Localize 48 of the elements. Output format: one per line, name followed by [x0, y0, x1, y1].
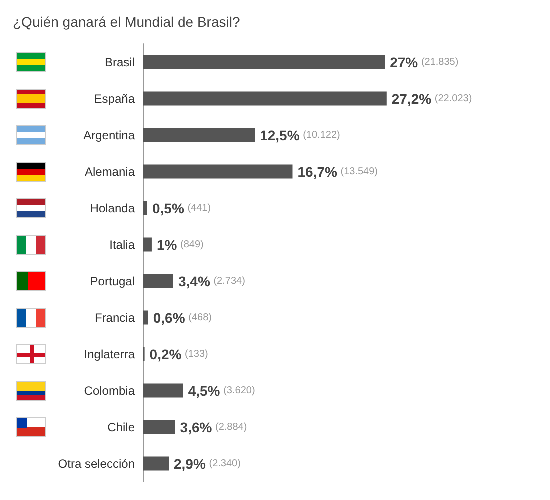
data-label: 1%: [156, 236, 178, 253]
data-label: 3,6%: [180, 419, 213, 436]
annotation: (2.340): [209, 458, 241, 470]
data-label: 0,5%: [152, 200, 185, 216]
data-label: 3,4%: [178, 273, 211, 290]
data-label: 0,6%: [153, 310, 186, 326]
chart-title: ¿Quién ganará el Mundial de Brasil?: [13, 14, 240, 30]
y-tick-label: Argentina: [84, 128, 136, 142]
y-tick-label: Colombia: [84, 384, 136, 398]
bar: [143, 55, 386, 70]
bar: [143, 128, 256, 142]
annotation: (441): [188, 202, 212, 214]
annotation: (10.122): [303, 130, 340, 141]
bar: [143, 201, 148, 216]
annotation: (468): [188, 312, 212, 324]
data-label: 16,7%: [298, 164, 338, 180]
data-label: 27%: [390, 54, 419, 70]
data-label: 4,5%: [188, 382, 221, 399]
bar: [143, 456, 170, 471]
bar: [143, 420, 176, 434]
annotation: (849): [180, 239, 204, 250]
annotation: (133): [185, 348, 208, 360]
y-tick-label: Francia: [94, 310, 136, 325]
y-tick-label: Italia: [110, 238, 136, 252]
data-label: 0,2%: [150, 346, 182, 362]
annotation: (13.549): [340, 166, 378, 178]
annotation: (2.734): [214, 276, 246, 287]
text: (21.835): [421, 56, 459, 68]
bar: [143, 164, 293, 179]
y-tick-label: Chile: [108, 420, 136, 434]
y-tick-label: Portugal: [90, 274, 135, 288]
bar: [143, 384, 184, 398]
annotation: (2.884): [216, 422, 248, 433]
bar: [143, 274, 174, 288]
y-tick-label: Otra selección: [58, 456, 135, 471]
data-label: 2,9%: [174, 456, 206, 472]
data-label: 27,2%: [392, 90, 432, 107]
annotation: (3.620): [224, 385, 256, 396]
y-tick-label: Inglaterra: [84, 347, 136, 362]
bar: [143, 238, 152, 252]
y-tick-label: Holanda: [90, 201, 136, 216]
text: (22.023): [434, 93, 472, 104]
bar: [143, 92, 387, 106]
y-tick-label: España: [94, 92, 136, 106]
y-tick-label: Brasil: [104, 55, 135, 70]
y-tick-label: Alemania: [84, 164, 136, 179]
data-label: 12,5%: [260, 127, 300, 144]
bar: [143, 310, 148, 325]
